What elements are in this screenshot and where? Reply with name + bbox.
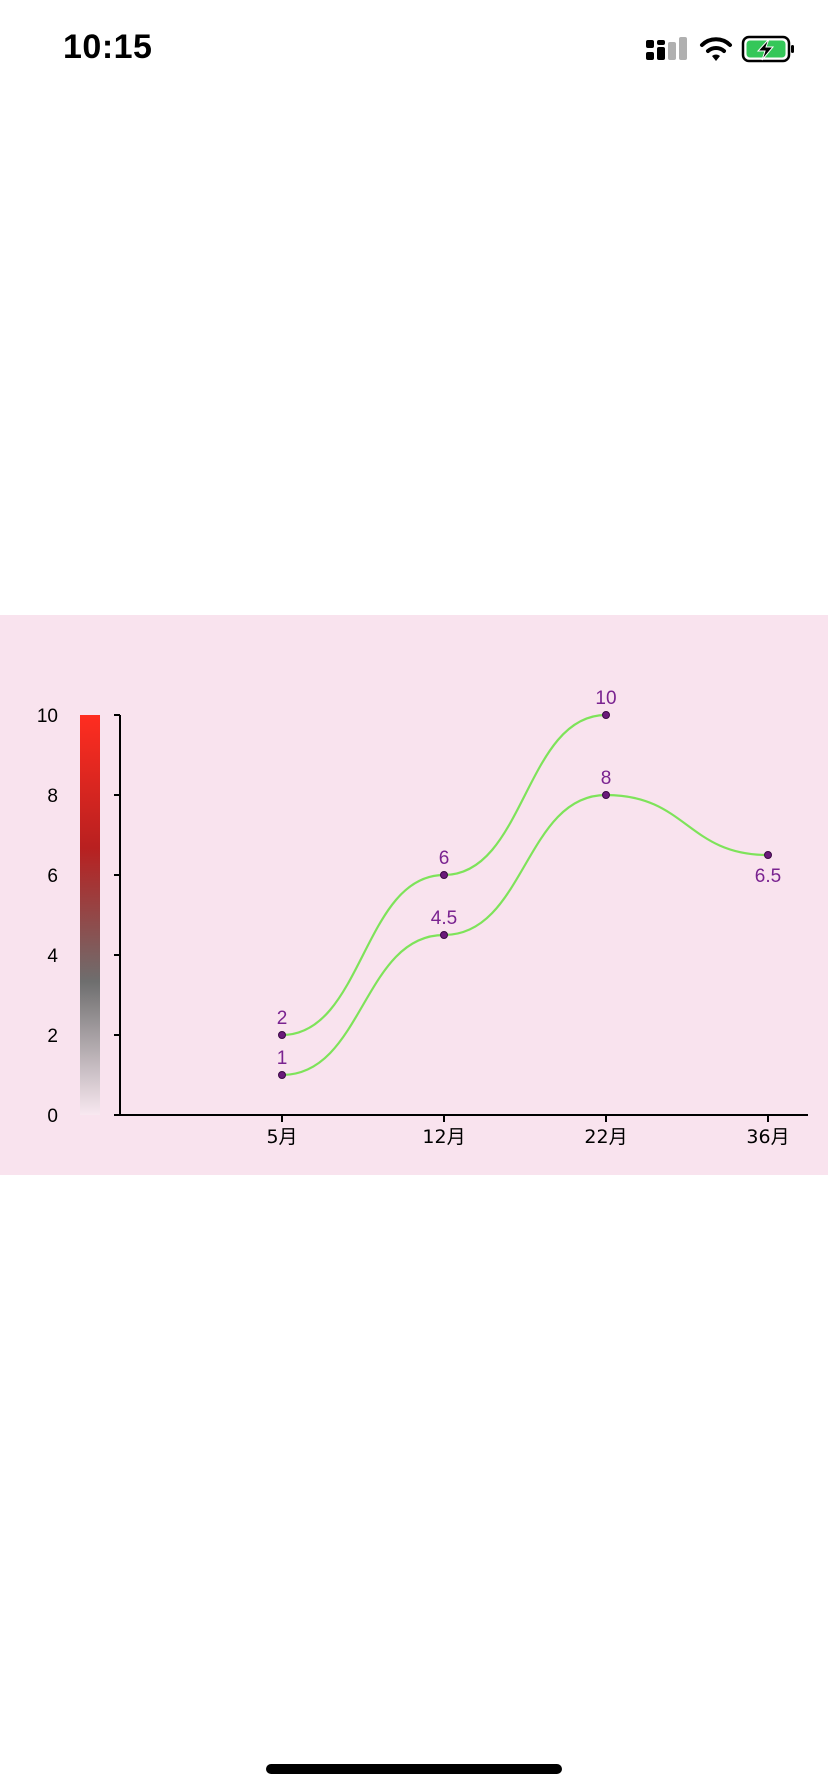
home-indicator[interactable] bbox=[266, 1764, 562, 1774]
data-point[interactable] bbox=[602, 711, 610, 719]
data-label: 2 bbox=[277, 1008, 288, 1029]
status-bar: 10:15 bbox=[0, 0, 828, 100]
series-line-2 bbox=[281, 793, 769, 1077]
data-point[interactable] bbox=[278, 1071, 286, 1079]
data-point[interactable] bbox=[440, 871, 448, 879]
data-label: 6.5 bbox=[755, 866, 781, 887]
data-label: 10 bbox=[595, 688, 616, 709]
battery-charging-icon bbox=[741, 35, 794, 63]
y-tick-label: 8 bbox=[47, 786, 58, 807]
data-point[interactable] bbox=[602, 791, 610, 799]
color-scale-bar bbox=[80, 715, 100, 1115]
cellular-signal-icon bbox=[646, 37, 687, 60]
data-point[interactable] bbox=[764, 851, 772, 859]
data-label: 1 bbox=[277, 1048, 288, 1069]
y-tick-label: 4 bbox=[47, 946, 58, 967]
data-point[interactable] bbox=[440, 931, 448, 939]
status-icons bbox=[646, 34, 796, 66]
data-point[interactable] bbox=[278, 1031, 286, 1039]
x-tick-label: 22月 bbox=[584, 1126, 627, 1148]
y-tick-label: 6 bbox=[47, 866, 58, 887]
data-label: 8 bbox=[601, 768, 612, 789]
wifi-icon bbox=[700, 37, 732, 61]
chart-panel: 0 2 4 6 8 10 5月 12月 22月 36月 2 6 10 1 4.5 8 6.5 bbox=[0, 615, 828, 1175]
data-label: 6 bbox=[439, 848, 450, 869]
status-icons-svg bbox=[646, 35, 794, 63]
line-chart: 0 2 4 6 8 10 5月 12月 22月 36月 2 6 10 1 4.5 8 6.5 bbox=[37, 688, 808, 1148]
status-time: 10:15 bbox=[63, 28, 153, 66]
x-tick-label: 36月 bbox=[746, 1126, 789, 1148]
y-tick-label: 2 bbox=[47, 1026, 58, 1047]
x-tick-label: 5月 bbox=[266, 1126, 297, 1148]
x-tick-label: 12月 bbox=[422, 1126, 465, 1148]
y-tick-label: 0 bbox=[47, 1106, 58, 1127]
y-tick-label: 10 bbox=[37, 706, 58, 727]
data-label: 4.5 bbox=[431, 908, 457, 929]
